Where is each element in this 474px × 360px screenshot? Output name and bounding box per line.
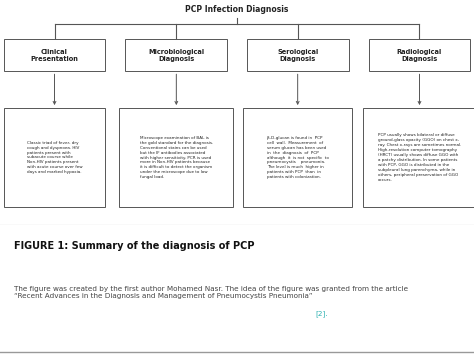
Bar <box>243 108 352 207</box>
Text: PCP usually shows bilateral or diffuse
ground-glass opacity (GGO) on chest x-
ra: PCP usually shows bilateral or diffuse g… <box>378 134 461 181</box>
Text: [2].: [2]. <box>316 310 328 317</box>
Text: Radiological
Diagnosis: Radiological Diagnosis <box>397 49 442 62</box>
Text: β-D-glucan is found in  PCP
cell  wall.  Measurement  of
serum glucan has been u: β-D-glucan is found in PCP cell wall. Me… <box>267 136 328 179</box>
Bar <box>119 108 233 207</box>
Text: Microscope examination of BAL is
the gold standard for the diagnosis.
Convention: Microscope examination of BAL is the gol… <box>140 136 213 179</box>
Bar <box>125 39 228 71</box>
Bar <box>246 39 348 71</box>
Text: Classic triad of fever, dry
cough and dyspnoea. HIV
patients present with
subacu: Classic triad of fever, dry cough and dy… <box>27 141 82 174</box>
Text: Microbiological
Diagnosis: Microbiological Diagnosis <box>148 49 204 62</box>
Text: FIGURE 1: Summary of the diagnosis of PCP: FIGURE 1: Summary of the diagnosis of PC… <box>14 241 255 251</box>
Text: The figure was created by the first author Mohamed Nasr. The idea of the figure : The figure was created by the first auth… <box>14 286 408 299</box>
Text: Serological
Diagnosis: Serological Diagnosis <box>277 49 319 62</box>
Bar <box>4 108 105 207</box>
Bar <box>4 39 105 71</box>
Text: PCP Infection Diagnosis: PCP Infection Diagnosis <box>185 4 289 13</box>
Text: Clinical
Presentation: Clinical Presentation <box>30 49 79 62</box>
Bar <box>368 39 470 71</box>
Bar <box>363 108 474 207</box>
